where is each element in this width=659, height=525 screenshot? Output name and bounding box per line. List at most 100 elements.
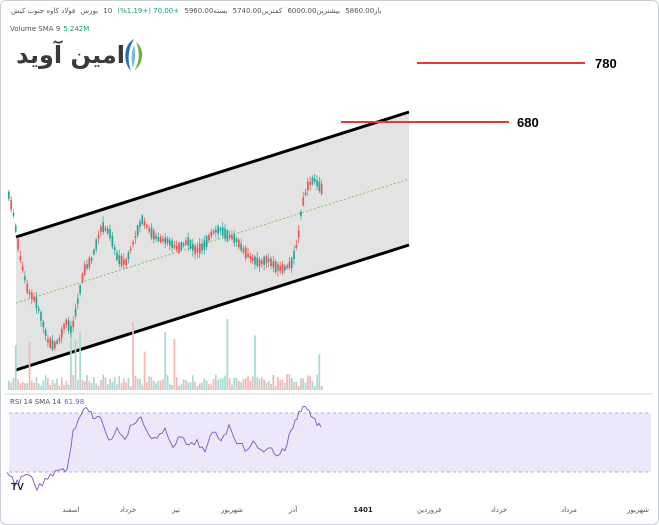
volume-bar [261, 377, 263, 390]
candle-body [132, 241, 134, 245]
candle-body [304, 192, 307, 195]
interval-value[interactable]: 10 [103, 7, 113, 15]
volume-bar [33, 382, 35, 390]
channel-upper-line[interactable] [15, 110, 410, 239]
volume-bar [21, 381, 24, 390]
candle-body [311, 177, 314, 184]
volume-bar [106, 384, 109, 390]
candle-body [90, 257, 93, 261]
volume-bar [187, 382, 190, 390]
volume-indicator-label[interactable]: Volume SMA 9 5.242M [10, 25, 89, 33]
candle-body [198, 243, 201, 254]
volume-bar [313, 385, 316, 390]
volume-bar [226, 318, 229, 390]
volume-bar [201, 382, 203, 390]
volume-bar [210, 384, 213, 390]
volume-bar [88, 380, 91, 390]
volume-bar [134, 375, 137, 390]
symbol-name[interactable]: فولاد کاوه جنوب کیش [11, 7, 76, 15]
volume-bar [72, 375, 75, 390]
candle-body [254, 256, 256, 265]
candle-body [302, 197, 305, 206]
candle-body [97, 235, 100, 239]
candle-body [295, 245, 298, 248]
volume-bar [17, 379, 19, 390]
volume-bar [302, 378, 305, 390]
candle-body [274, 261, 277, 273]
volume-bar [93, 377, 95, 390]
candle-body [192, 243, 194, 251]
volume-bar [171, 384, 173, 390]
volume-bar [318, 354, 321, 390]
candle-body [166, 238, 169, 243]
candle-body [26, 283, 29, 293]
candle-body [116, 252, 118, 260]
candle-body [210, 231, 213, 237]
volume-bar [215, 374, 217, 390]
channel-lower-line[interactable] [15, 243, 410, 372]
volume-bar [320, 385, 323, 390]
volume-indicator-value: 5.242M [63, 25, 90, 33]
candle-body [187, 237, 190, 246]
candle-body [60, 328, 63, 338]
candle-body [88, 258, 91, 268]
volume-bar [228, 378, 231, 390]
volume-bar [185, 380, 187, 390]
candle-body [175, 246, 178, 251]
candle-body [8, 191, 10, 199]
candle-body [226, 230, 229, 241]
volume-bar [238, 380, 240, 390]
candle-body [169, 239, 171, 246]
volume-bar [249, 380, 252, 390]
candle-body [277, 264, 279, 271]
volume-bar [10, 382, 12, 390]
volume-bar [127, 378, 130, 390]
volume-bar [208, 384, 210, 390]
candle-body [173, 244, 176, 248]
candle-body [14, 225, 17, 232]
candle-body [228, 235, 231, 238]
volume-bar [44, 375, 47, 390]
candle-body [58, 337, 61, 341]
volume-bar [155, 383, 157, 390]
level-label-680: 680 [517, 115, 539, 130]
x-tick-label: خرداد [490, 506, 508, 514]
volume-bar [67, 384, 70, 390]
volume-bar [267, 381, 270, 390]
volume-bars [8, 318, 323, 390]
logo-text: امین آوید [16, 41, 125, 69]
volume-bar [118, 375, 121, 390]
volume-bar [60, 377, 63, 390]
candle-body [212, 230, 215, 234]
volume-bar [37, 383, 40, 390]
tradingview-logo-icon[interactable]: TV [11, 482, 24, 493]
candle-body [129, 248, 132, 251]
volume-bar [162, 379, 164, 390]
candle-body [293, 250, 295, 259]
volume-bar [221, 378, 224, 390]
rsi-line [6, 405, 322, 492]
volume-bar [175, 377, 178, 390]
volume-bar [240, 382, 242, 390]
candle-body [100, 226, 102, 232]
level-label-780: 780 [595, 56, 617, 71]
candle-body [123, 259, 125, 265]
volume-bar [77, 379, 79, 390]
candle-body [79, 285, 81, 294]
volume-bar [100, 380, 102, 390]
candle-body [157, 237, 160, 242]
candle-body [281, 264, 284, 274]
volume-bar [265, 382, 268, 390]
rsi-indicator-label[interactable]: RSI 14 SMA 14 61.98 [10, 398, 84, 406]
volume-bar [205, 380, 208, 390]
volume-bar [28, 341, 31, 390]
volume-bar [8, 380, 10, 390]
volume-bar [189, 382, 192, 390]
candle-body [180, 242, 183, 251]
price-channel[interactable] [16, 112, 409, 370]
volume-bar [272, 374, 275, 390]
candle-body [194, 246, 196, 255]
volume-bar [270, 383, 272, 390]
candle-body [242, 248, 245, 253]
